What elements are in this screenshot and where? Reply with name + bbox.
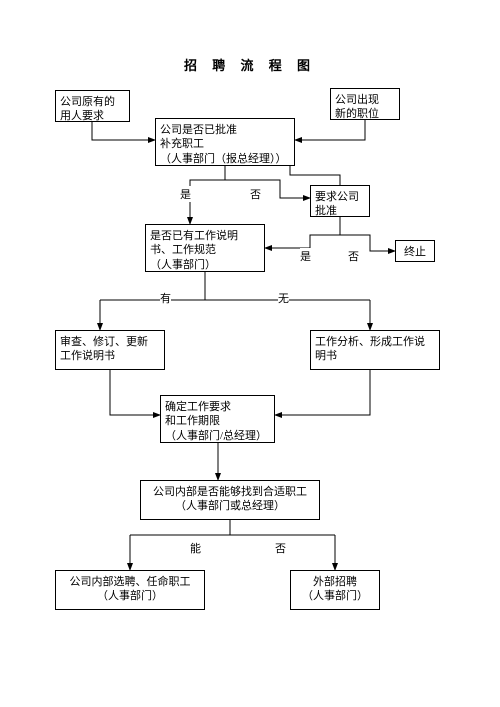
label-no-2: 否	[348, 248, 359, 264]
node-internal-availability: 公司内部是否能够找到合适职工（人事部门或总经理）	[140, 480, 320, 520]
node-job-description-check: 是否已有工作说明书、工作规范（人事部门）	[145, 224, 265, 272]
label-yes-1: 是	[180, 186, 191, 202]
node-internal-hire: 公司内部选聘、任命职工（人事部门）	[55, 570, 205, 610]
node-job-analysis: 工作分析、形成工作说明书	[310, 330, 440, 370]
node-determine-requirements: 确定工作要求和工作期限（人事部门/总经理）	[160, 395, 275, 443]
label-have: 有	[160, 290, 171, 306]
label-not-have: 无	[278, 290, 289, 306]
label-able: 能	[190, 540, 201, 556]
label-not-able: 否	[275, 540, 286, 556]
label-no-1: 否	[250, 186, 261, 202]
node-external-hire: 外部招聘（人事部门）	[290, 570, 380, 610]
flowchart-page: 招 聘 流 程 图	[0, 0, 500, 707]
node-review-update: 审查、修订、更新工作说明书	[55, 330, 165, 370]
node-approval-check: 公司是否已批准补充职工（人事部门（报总经理））	[155, 118, 295, 166]
node-request-approval: 要求公司批准	[310, 185, 370, 217]
node-original-requirement: 公司原有的用人要求	[55, 90, 130, 122]
node-new-position: 公司出现新的职位	[330, 88, 400, 120]
label-yes-2: 是	[300, 248, 311, 264]
node-terminate: 终止	[395, 240, 435, 262]
